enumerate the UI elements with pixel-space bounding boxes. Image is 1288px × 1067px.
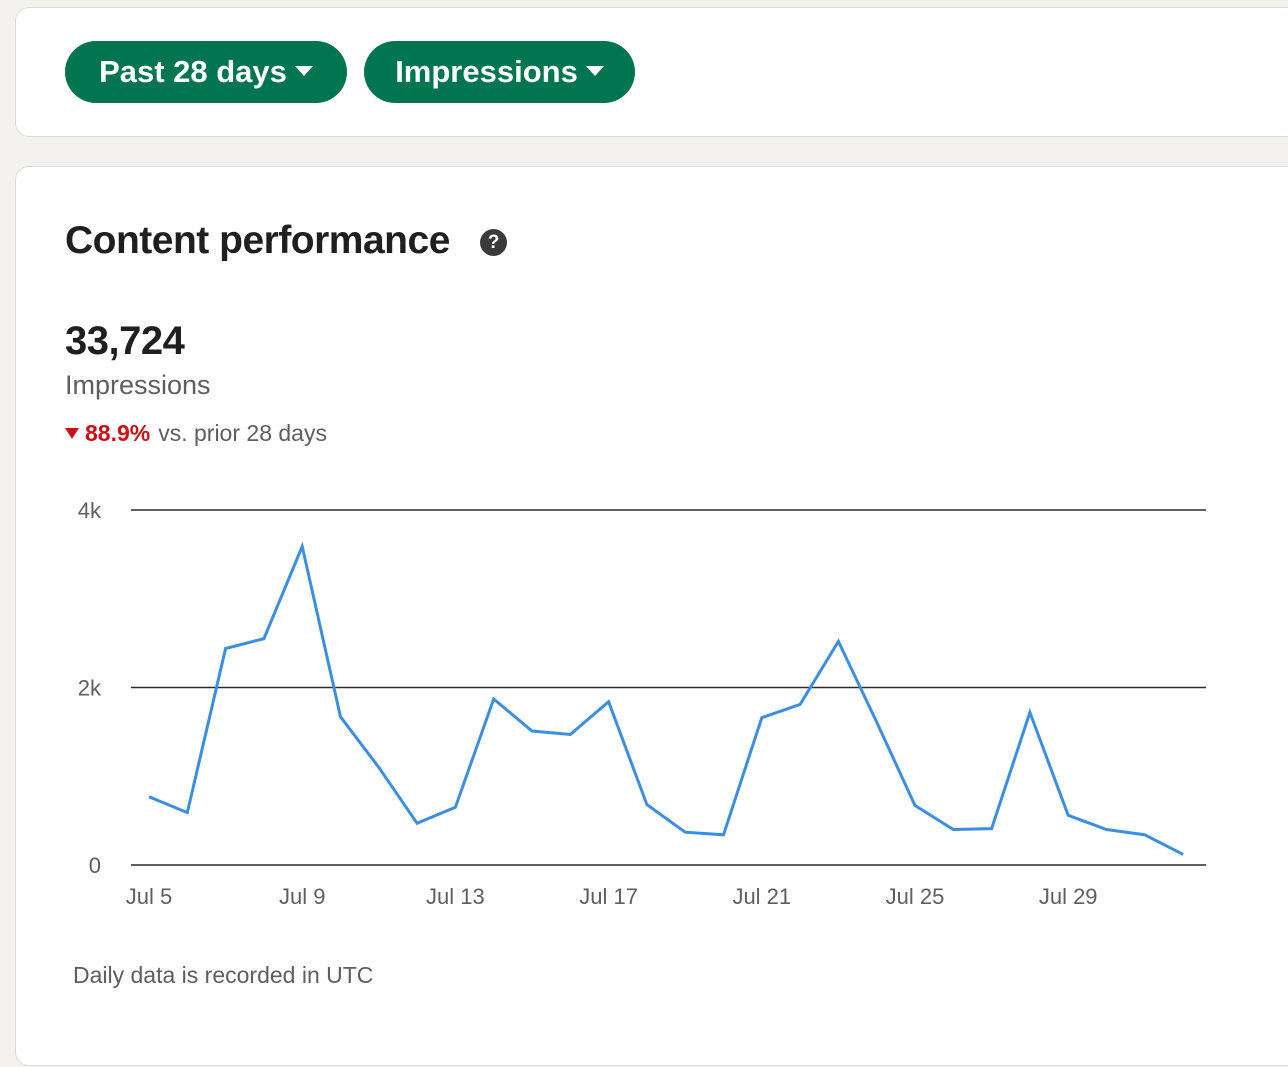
impressions-line-chart: 0 2k 4k Jul 5 Jul 9 Jul 13 Jul 17 Jul 21 Jul 25 J… [16,167,1288,1067]
x-tick-label: Jul 9 [279,884,325,909]
caret-down-icon [586,66,604,76]
content-performance-card: Content performance ? 33,724 Impressions… [15,166,1288,1066]
footnote: Daily data is recorded in UTC [73,962,373,989]
y-tick-label: 4k [78,498,102,523]
metric-dropdown-label: Impressions [395,54,578,90]
caret-down-icon [295,66,313,76]
x-tick-label: Jul 21 [732,884,791,909]
date-range-label: Past 28 days [99,54,287,90]
impressions-series-line [149,546,1183,854]
date-range-dropdown[interactable]: Past 28 days [65,41,347,103]
x-tick-label: Jul 5 [126,884,172,909]
filter-bar: Past 28 days Impressions [15,7,1288,137]
x-tick-label: Jul 25 [886,884,945,909]
x-tick-label: Jul 13 [426,884,485,909]
y-tick-label: 2k [78,676,102,701]
y-tick-label: 0 [89,853,101,878]
x-tick-label: Jul 29 [1039,884,1098,909]
x-tick-label: Jul 17 [579,884,638,909]
metric-dropdown[interactable]: Impressions [364,41,635,103]
